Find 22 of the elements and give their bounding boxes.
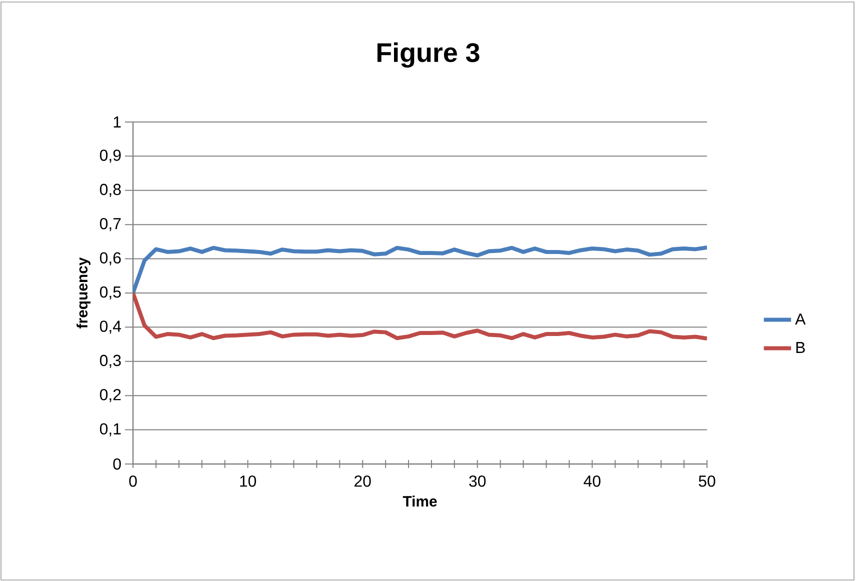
- y-tick-label: 0,5: [100, 286, 121, 300]
- x-tick-label: 10: [240, 476, 256, 487]
- x-tick-label: 40: [584, 476, 600, 487]
- x-tick-label: 50: [698, 476, 716, 487]
- x-tick-label: 30: [469, 476, 486, 487]
- y-tick-label: 0,6: [100, 252, 121, 266]
- y-tick-label: 0,3: [100, 354, 121, 368]
- y-tick-label: 0,7: [100, 218, 121, 232]
- y-tick-label: 0,4: [100, 320, 122, 334]
- y-tick-label: 0,1: [100, 423, 121, 436]
- y-tick-label: 1: [114, 116, 121, 128]
- x-tick-label: 0: [129, 476, 137, 487]
- y-axis-title: frequency: [76, 257, 90, 328]
- y-tick-label: 0,8: [100, 184, 121, 197]
- y-tick-label: 0,2: [100, 389, 121, 402]
- y-tick-label: 0,9: [100, 150, 121, 163]
- y-tick-label: 0: [113, 458, 121, 470]
- legend-label: A: [795, 314, 806, 325]
- legend-label: B: [796, 342, 805, 353]
- x-axis-title: Time: [402, 496, 437, 507]
- x-tick-label: 20: [354, 476, 371, 487]
- chart-title: Figure 3: [377, 42, 480, 68]
